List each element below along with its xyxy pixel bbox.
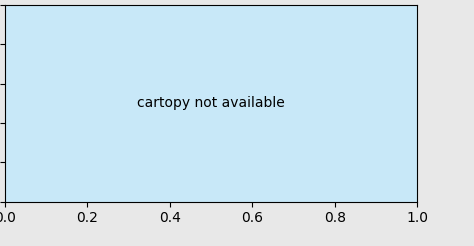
Text: cartopy not available: cartopy not available bbox=[137, 96, 285, 110]
